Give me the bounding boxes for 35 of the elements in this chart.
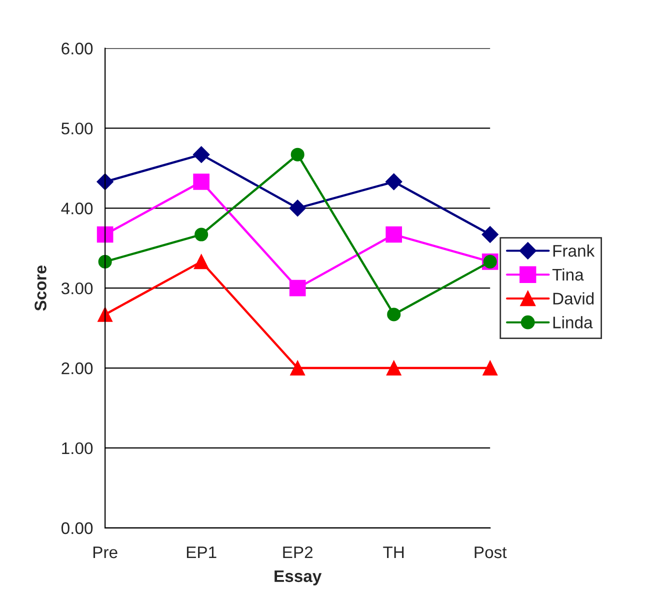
x-tick-label: Post — [474, 546, 507, 558]
legend-label: Linda — [553, 316, 593, 328]
y-tick-label: 0.00 — [61, 522, 93, 534]
point — [290, 360, 306, 376]
point — [194, 254, 209, 270]
point — [386, 360, 402, 376]
point — [193, 174, 210, 190]
point — [482, 226, 498, 243]
point — [289, 280, 306, 296]
y-axis-title: Score — [34, 265, 46, 311]
x-tick-label: TH — [383, 546, 404, 558]
x-tick-label: EP2 — [283, 546, 312, 558]
point — [98, 254, 112, 268]
y-tick-label: 2.00 — [62, 362, 93, 374]
legend-label: Tina — [552, 268, 584, 281]
y-tick-label: 5.00 — [61, 122, 93, 134]
y-tick-label: 1.00 — [62, 442, 93, 454]
point — [289, 200, 306, 217]
point — [290, 148, 304, 162]
x-axis-title: Essay — [274, 570, 322, 586]
x-tick-label: Pre — [93, 546, 118, 558]
y-tick-label: 4.00 — [61, 202, 93, 214]
legend-label: Frank — [553, 244, 595, 257]
y-tick-label: 6.00 — [62, 42, 93, 54]
y-tick-label: 3.00 — [61, 282, 93, 294]
point — [482, 360, 498, 376]
point — [386, 226, 402, 243]
legend-label: David — [553, 292, 594, 304]
point — [385, 173, 402, 190]
x-tick-label: EP1 — [186, 546, 216, 558]
point — [98, 307, 113, 322]
point — [96, 226, 114, 243]
point — [192, 146, 210, 163]
point — [387, 308, 401, 322]
point — [194, 228, 208, 242]
